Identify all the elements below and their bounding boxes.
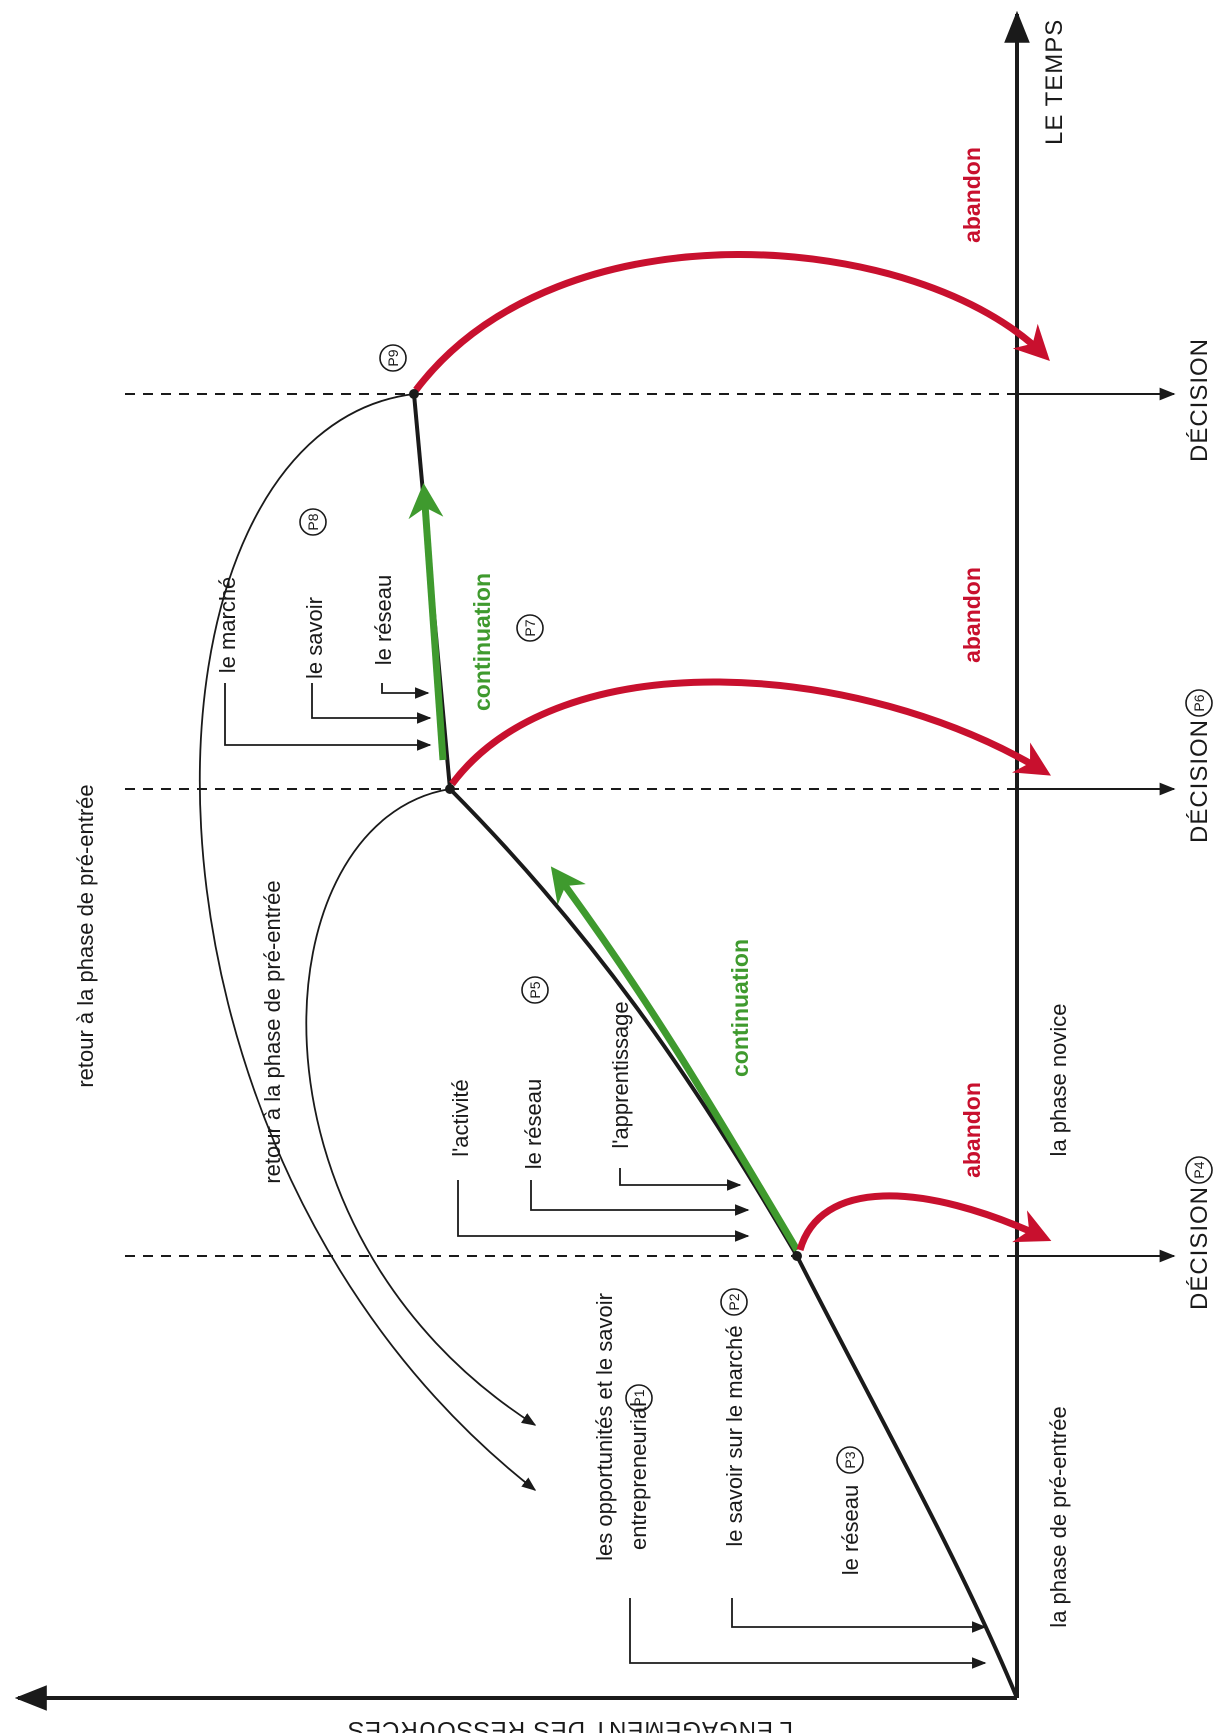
stage1-tag-circle-p3 xyxy=(836,1446,864,1474)
node-decision-3 xyxy=(409,389,419,399)
abandon-label-2: abandon xyxy=(959,567,985,663)
stage2-tag-p5: P5 xyxy=(527,981,543,998)
stage1-tag-p1: P1 xyxy=(631,1389,647,1406)
input-arrow-market-knowledge xyxy=(731,1598,987,1633)
abandon-arrow-1 xyxy=(796,1192,1052,1252)
input-arrow-market-3 xyxy=(224,683,432,751)
return-loop-outer xyxy=(199,393,537,1491)
continuation-arrow-1 xyxy=(550,866,801,1252)
resources-axis-label: L'ENGAGEMENT DES RESSOURCES xyxy=(347,1716,793,1733)
abandon-arrow-3 xyxy=(413,251,1050,393)
stage3-network: le réseau xyxy=(371,575,396,666)
decision-label-1: DÉCISION xyxy=(1186,1186,1213,1310)
node-decision-2 xyxy=(445,784,455,794)
decision-label-2: DÉCISION xyxy=(1186,719,1213,843)
stage1-tag-circle-p2 xyxy=(720,1288,748,1316)
return-label-outer: retour à la phase de pré-entrée xyxy=(73,784,98,1087)
stage1-network: le réseau xyxy=(838,1485,863,1576)
process-curve-1 xyxy=(795,1255,1019,1699)
decision-tag-1: P4 xyxy=(1191,1161,1207,1178)
input-arrow-network-3 xyxy=(381,683,430,699)
decision-label-3: DÉCISION xyxy=(1186,338,1213,462)
stage1-market-knowledge: le savoir sur le marché xyxy=(722,1325,747,1546)
stage1-opportunities-line2: entrepreneurial xyxy=(626,1402,651,1550)
input-arrow-activity xyxy=(457,1180,750,1242)
abandon-label-1: abandon xyxy=(959,1082,985,1178)
time-axis-label: LE TEMPS xyxy=(1041,19,1068,145)
abandon-arrow-2 xyxy=(449,678,1051,787)
input-arrow-network-2 xyxy=(530,1180,750,1216)
stage1-tag-p3: P3 xyxy=(842,1451,858,1468)
return-loop-inner xyxy=(305,788,537,1426)
stage3-tag-circle-p8 xyxy=(299,508,327,536)
stage3-tag-p8: P8 xyxy=(305,513,321,530)
end-tag-circle-p9 xyxy=(379,344,407,372)
input-arrow-knowledge-3 xyxy=(311,683,432,724)
decision-tag-2: P6 xyxy=(1191,694,1207,711)
input-arrow-opportunities xyxy=(629,1598,987,1669)
end-tag-p9: P9 xyxy=(385,349,401,366)
abandon-label-3: abandon xyxy=(959,147,985,243)
decision-tag-circle-1 xyxy=(1185,1156,1213,1184)
stage2-tag-circle-p5 xyxy=(521,976,549,1004)
stage3-tag-p7: P7 xyxy=(522,619,538,636)
decision-tag-circle-2 xyxy=(1185,689,1213,717)
stage2-activity: l'activité xyxy=(448,1079,473,1157)
continuation-label-1: continuation xyxy=(727,939,753,1077)
node-decision-1 xyxy=(792,1251,802,1261)
stage1-opportunities-line1: les opportunités et le savoir xyxy=(592,1293,617,1561)
stage3-market: le marché xyxy=(215,577,240,674)
stage3-knowledge: le savoir xyxy=(302,597,327,679)
input-arrow-learning xyxy=(619,1168,742,1191)
stage1-tag-circle-p1 xyxy=(625,1384,653,1412)
phase-pre-entry: la phase de pré-entrée xyxy=(1046,1406,1071,1627)
phase-novice: la phase novice xyxy=(1046,1004,1071,1157)
continuation-label-2: continuation xyxy=(469,573,495,711)
stage2-learning: l'apprentissage xyxy=(608,1001,633,1148)
return-label-inner: retour à la phase de pré-entrée xyxy=(260,880,285,1183)
stage1-tag-p2: P2 xyxy=(726,1293,742,1310)
stage3-tag-circle-p7 xyxy=(516,614,544,642)
stage2-network: le réseau xyxy=(521,1079,546,1170)
continuation-arrow-2 xyxy=(408,483,447,761)
